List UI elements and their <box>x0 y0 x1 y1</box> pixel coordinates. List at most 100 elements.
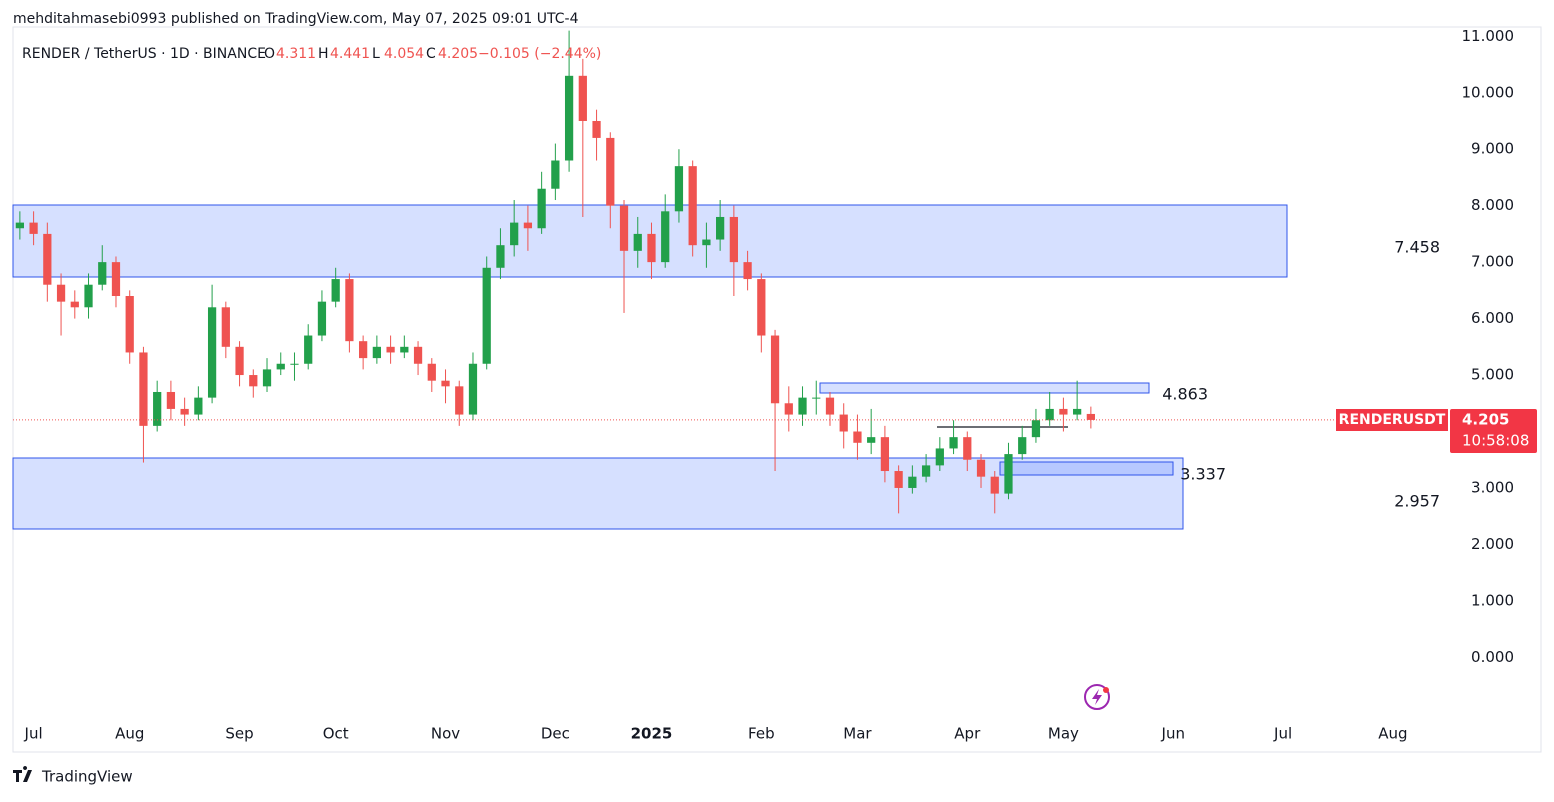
ticker-tag <box>1336 409 1448 431</box>
candle-body <box>304 335 313 364</box>
candle-body <box>839 414 848 432</box>
candle-body <box>372 346 381 359</box>
candle-body <box>619 205 629 251</box>
candle-body <box>262 369 272 387</box>
x-tick-label: Dec <box>541 725 570 743</box>
x-tick-label: Jul <box>24 725 43 743</box>
candle-body <box>166 391 176 409</box>
candle-body <box>1004 454 1013 494</box>
price-tag <box>1450 409 1537 453</box>
candle-body <box>359 341 368 359</box>
y-tick-label: 2.000 <box>1471 535 1514 553</box>
candle-body <box>29 222 38 234</box>
candle-body <box>1086 413 1095 420</box>
axes: 0.0001.0002.0003.0004.0005.0006.0007.000… <box>24 27 1514 743</box>
zones <box>12 204 1288 530</box>
candle-body <box>592 120 601 138</box>
zone <box>12 457 1184 530</box>
change: −0.105 (−2.44%) <box>478 46 601 62</box>
y-tick-label: 6.000 <box>1471 309 1514 327</box>
candle-body <box>153 391 162 426</box>
candle-body <box>976 459 986 477</box>
candle-body <box>674 166 684 212</box>
candle-body <box>290 363 299 365</box>
candle-body <box>729 216 738 263</box>
candle-body <box>331 279 340 302</box>
candle-body <box>812 397 821 399</box>
candle-body <box>56 284 66 302</box>
y-tick-label: 7.000 <box>1471 253 1514 271</box>
y-tick-label: 1.000 <box>1471 591 1514 609</box>
candle-body <box>249 375 258 387</box>
zone <box>12 204 1288 278</box>
ohlc-key: O <box>264 46 275 62</box>
candle-body <box>743 262 752 280</box>
candle-body <box>880 437 890 472</box>
candle-body <box>578 75 587 121</box>
zone <box>999 461 1174 476</box>
candle-body <box>853 431 862 443</box>
candle-body <box>1073 408 1082 415</box>
x-tick-label: Mar <box>843 725 872 743</box>
x-tick-label: Aug <box>115 725 144 743</box>
candle-body <box>523 222 533 229</box>
candle-body <box>317 301 327 336</box>
candle-body <box>688 166 697 246</box>
candle-body <box>963 437 972 460</box>
candle-body <box>935 448 944 466</box>
candle-body <box>716 216 725 240</box>
candle-body <box>949 437 958 449</box>
candle-body <box>276 363 285 370</box>
candle-body <box>702 239 711 246</box>
x-tick-label: Oct <box>323 725 349 743</box>
candle-body <box>1059 408 1068 415</box>
ohlc-value: 4.054 <box>384 46 424 62</box>
ticker-label: RENDERUSDT <box>1339 412 1446 428</box>
chart-frame <box>12 26 1542 753</box>
x-tick-label: 2025 <box>631 725 673 743</box>
candle-body <box>84 284 93 308</box>
x-tick-label: Sep <box>225 725 253 743</box>
candle-body <box>413 346 423 364</box>
y-tick-label: 10.000 <box>1462 83 1515 101</box>
candle-body <box>400 346 409 353</box>
x-tick-label: Nov <box>431 725 460 743</box>
candle-body <box>15 222 24 229</box>
candle-body <box>221 307 230 347</box>
icon <box>1084 684 1110 710</box>
x-tick-label: Feb <box>748 725 775 743</box>
candle-body <box>386 346 395 353</box>
ohlc-value: 4.311 <box>276 46 316 62</box>
candle-body <box>345 279 354 342</box>
symbol: RENDER / TetherUS · 1D · BINANCE <box>22 46 266 62</box>
candle-body <box>921 465 931 477</box>
candle-body <box>43 233 52 285</box>
y-tick-label: 8.000 <box>1471 196 1514 214</box>
published-note: mehditahmasebi0993 published on TradingV… <box>13 11 579 27</box>
candle-body <box>1018 437 1027 455</box>
candle-body <box>661 211 670 263</box>
candle-body <box>468 363 478 415</box>
candle-body <box>606 137 615 206</box>
brand-logo <box>13 766 32 782</box>
candle-body <box>770 335 780 404</box>
candle-body <box>496 245 505 268</box>
level-label: 3.337 <box>1180 465 1226 484</box>
candle-body <box>427 363 436 381</box>
candle-body <box>98 262 107 285</box>
candle-body <box>70 301 79 308</box>
candle-body <box>908 476 917 488</box>
ohlc-value: 4.205 <box>438 46 478 62</box>
candle-body <box>235 346 244 376</box>
zone <box>819 382 1150 394</box>
brand: TradingView <box>41 768 133 786</box>
candle-body <box>757 279 766 336</box>
x-tick-label: Apr <box>954 725 981 743</box>
legend: RENDER / TetherUS · 1D · BINANCE O 4.311 H… <box>22 46 601 62</box>
candle-body <box>441 380 450 387</box>
candle-body <box>798 397 807 415</box>
candle-body <box>784 403 793 415</box>
x-tick-label: Aug <box>1378 725 1407 743</box>
level-label: 2.957 <box>1394 492 1440 511</box>
